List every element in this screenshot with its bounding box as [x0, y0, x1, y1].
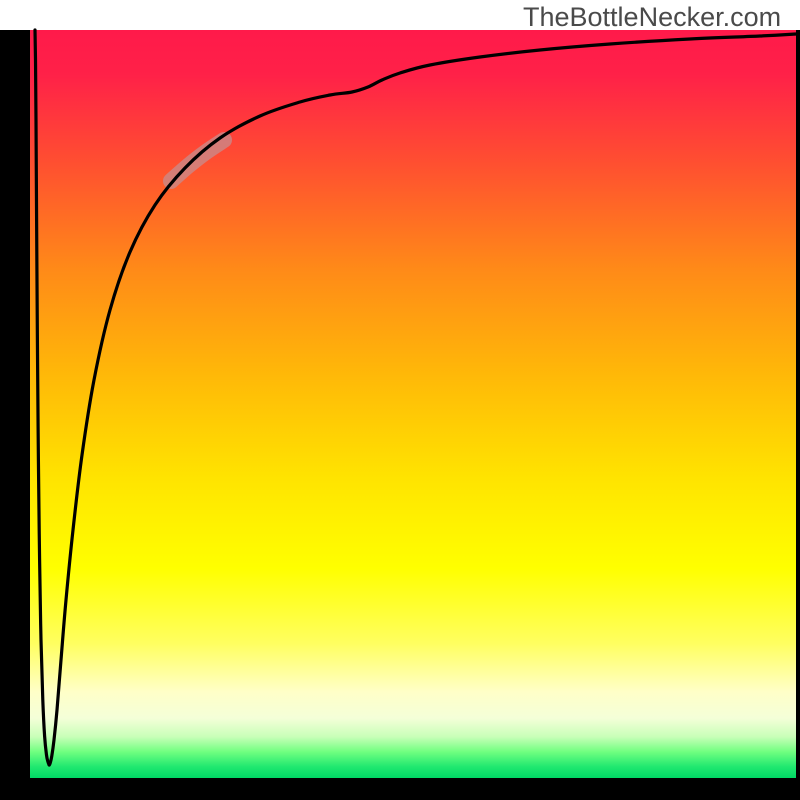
chart-container: TheBottleNecker.com: [0, 0, 800, 800]
curve-layer: [30, 30, 796, 778]
plot-area: [30, 30, 796, 778]
curve-right-ascent: [49, 34, 796, 765]
frame-left: [0, 30, 30, 800]
frame-right: [796, 30, 800, 800]
frame-bottom: [0, 778, 800, 800]
curve-left-descent: [35, 30, 49, 765]
watermark-text: TheBottleNecker.com: [523, 2, 781, 33]
